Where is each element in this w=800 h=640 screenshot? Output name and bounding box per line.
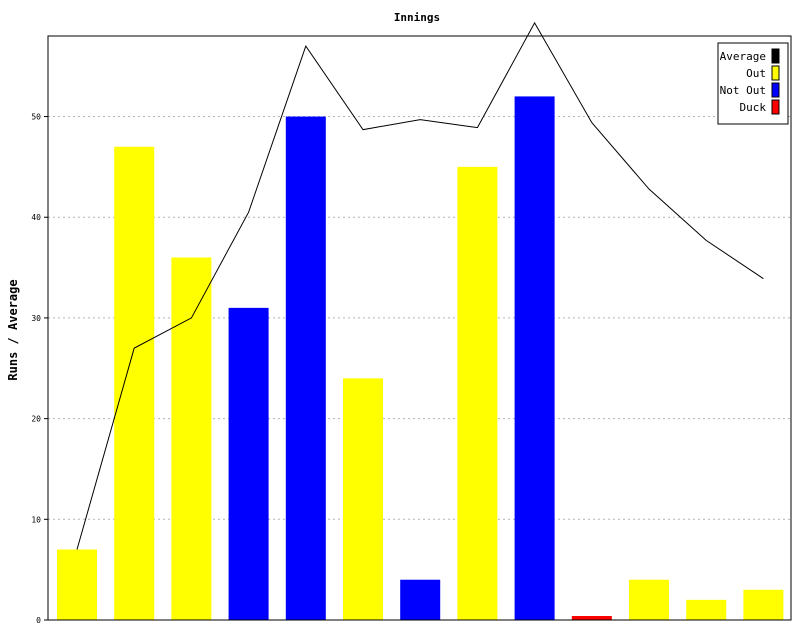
legend-swatch — [771, 48, 780, 64]
legend-label: Out — [746, 67, 766, 80]
bar-innings-6 — [343, 378, 383, 620]
legend-swatch — [771, 99, 780, 115]
bars — [57, 96, 784, 621]
average-series-line — [76, 21, 764, 550]
plot-frame — [47, 35, 792, 621]
legend-label: Not Out — [720, 84, 766, 97]
legend: Average Out Not Out Duck — [717, 42, 789, 125]
bar-innings-8 — [457, 166, 498, 620]
legend-label: Duck — [740, 101, 767, 114]
y-tick-label: 50 — [31, 113, 41, 122]
grid-lines — [48, 116, 791, 520]
bar-innings-13 — [743, 589, 784, 620]
legend-swatch — [771, 65, 780, 81]
bar-innings-11 — [629, 579, 669, 620]
y-tick-label: 0 — [36, 616, 41, 625]
bar-innings-3 — [171, 257, 212, 620]
y-tick-label: 10 — [31, 515, 41, 524]
average-line — [76, 21, 764, 550]
bar-innings-10 — [571, 616, 612, 620]
legend-swatch — [771, 82, 780, 98]
legend-label: Average — [720, 50, 766, 63]
y-tick-label: 30 — [31, 314, 41, 323]
y-tick-label: 40 — [31, 213, 41, 222]
y-tick-labels: 0 10 20 30 40 50 — [31, 113, 48, 625]
bar-innings-1 — [57, 549, 97, 620]
bar-innings-7 — [400, 579, 441, 620]
bar-innings-2 — [114, 146, 155, 621]
bar-innings-9 — [514, 96, 555, 620]
y-axis-label: Runs / Average — [6, 279, 20, 380]
bar-innings-5 — [285, 116, 326, 620]
bar-innings-4 — [228, 307, 269, 620]
chart-title: Innings — [394, 11, 440, 24]
bar-innings-12 — [686, 599, 727, 620]
y-tick-label: 20 — [31, 415, 41, 424]
